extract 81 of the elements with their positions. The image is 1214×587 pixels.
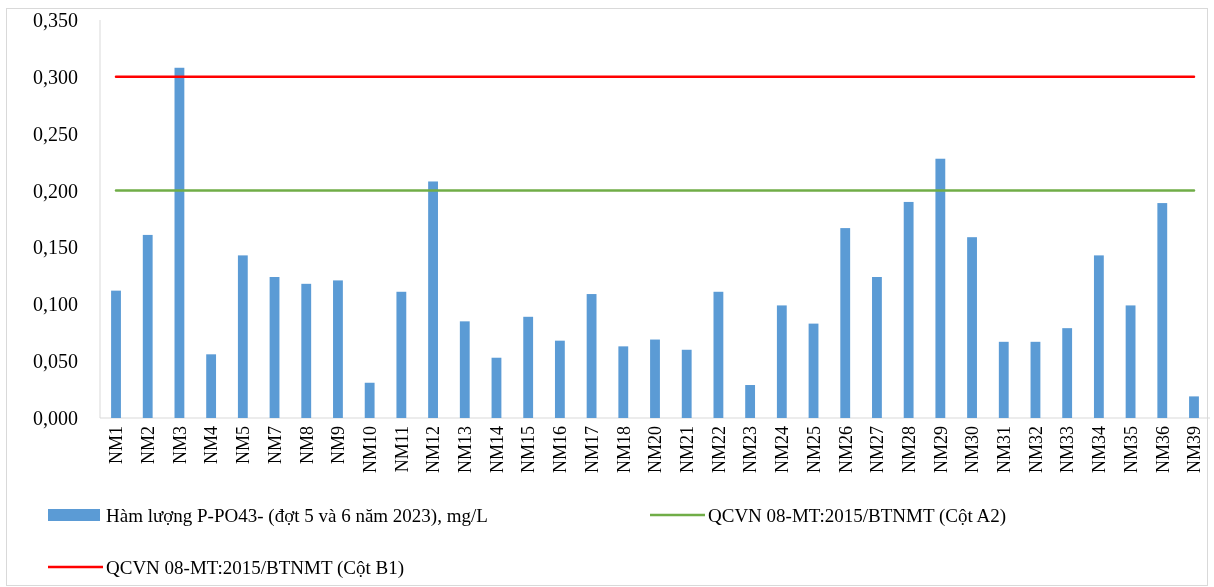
- bar: [111, 290, 121, 418]
- bar: [935, 158, 946, 418]
- y-tick-label: 0,000: [33, 407, 78, 429]
- x-tick-label: NM25: [803, 426, 824, 474]
- bar: [364, 382, 375, 418]
- bar: [808, 323, 819, 418]
- y-tick-label: 0,150: [33, 236, 78, 259]
- x-tick-label: NM14: [486, 426, 507, 474]
- bar: [554, 340, 565, 418]
- bar: [650, 339, 660, 418]
- x-tick-label: NM31: [994, 426, 1015, 474]
- x-tick-label: NM20: [645, 426, 666, 474]
- x-tick-label: NM15: [518, 426, 539, 474]
- bar: [840, 228, 851, 418]
- x-tick-label: NM10: [359, 426, 380, 474]
- bar: [745, 385, 756, 418]
- bar: [1189, 396, 1199, 418]
- bar: [903, 201, 914, 418]
- x-tick-label: NM16: [550, 426, 571, 474]
- y-tick-label: 0,100: [33, 293, 78, 316]
- bar: [1157, 203, 1168, 418]
- x-tick-label: NM4: [201, 426, 222, 465]
- legend-label: QCVN 08-MT:2015/BTNMT (Cột A2): [708, 504, 1006, 527]
- bar: [523, 316, 534, 418]
- bar: [872, 276, 882, 418]
- x-tick-label: NM36: [1152, 426, 1173, 474]
- bar: [491, 357, 502, 418]
- x-tick-label: NM33: [1057, 426, 1078, 474]
- x-tick-label: NM23: [740, 426, 761, 474]
- x-tick-label: NM27: [867, 426, 888, 474]
- x-tick-label: NM28: [898, 426, 919, 474]
- bar: [586, 294, 597, 418]
- x-tick-label: NM39: [1184, 426, 1205, 474]
- x-tick-label: NM34: [1089, 426, 1110, 474]
- bar: [206, 354, 217, 418]
- x-tick-label: NM8: [296, 426, 317, 465]
- x-tick-label: NM35: [1120, 426, 1141, 474]
- y-tick-label: 0,250: [33, 122, 78, 145]
- x-tick-label: NM29: [930, 426, 951, 474]
- x-tick-label: NM1: [106, 426, 127, 465]
- legend-label: Hàm lượng P-PO43- (đợt 5 và 6 năm 2023), mg/L: [106, 504, 488, 527]
- bar: [1030, 341, 1041, 418]
- x-tick-label: NM11: [391, 426, 412, 473]
- x-tick-label: NM22: [708, 426, 729, 474]
- bar: [237, 255, 248, 418]
- bar: [396, 291, 407, 418]
- bar: [174, 67, 185, 418]
- bar: [333, 280, 343, 418]
- x-tick-label: NM17: [581, 426, 602, 474]
- x-tick-label: NM13: [455, 426, 476, 474]
- bar: [269, 276, 280, 418]
- bar: [998, 341, 1009, 418]
- bar: [142, 234, 153, 418]
- bar: [428, 181, 438, 418]
- bar: [1093, 255, 1104, 418]
- x-tick-label: NM18: [613, 426, 634, 474]
- bar: [967, 237, 977, 418]
- bar: [301, 283, 312, 418]
- bar: [681, 349, 692, 418]
- bar: [1062, 328, 1073, 418]
- x-tick-label: NM5: [233, 426, 254, 465]
- x-tick-label: NM21: [677, 426, 698, 474]
- bar: [618, 346, 629, 418]
- bar: [459, 321, 470, 418]
- bar: [1125, 305, 1136, 418]
- x-tick-label: NM7: [264, 426, 285, 465]
- legend-label: QCVN 08-MT:2015/BTNMT (Cột B1): [106, 556, 404, 579]
- x-tick-label: NM9: [328, 426, 349, 465]
- y-tick-label: 0,200: [33, 179, 78, 202]
- x-tick-label: NM3: [169, 426, 190, 465]
- x-tick-label: NM2: [138, 426, 159, 465]
- x-tick-label: NM12: [423, 426, 444, 474]
- y-tick-label: 0,050: [33, 350, 78, 373]
- y-tick-label: 0,300: [33, 65, 78, 88]
- x-tick-label: NM26: [835, 426, 856, 474]
- x-tick-label: NM30: [962, 426, 983, 474]
- bar: [713, 291, 724, 418]
- x-tick-label: NM24: [772, 426, 793, 474]
- y-tick-label: 0,350: [33, 9, 78, 31]
- bar: [776, 305, 787, 418]
- x-tick-label: NM32: [1025, 426, 1046, 474]
